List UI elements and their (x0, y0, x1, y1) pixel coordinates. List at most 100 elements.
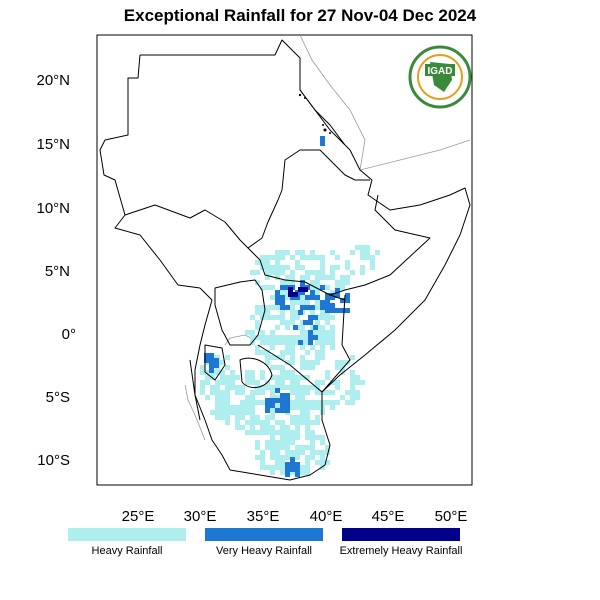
rain-cell (220, 380, 225, 385)
rain-cell (280, 460, 285, 465)
rain-cell (250, 405, 255, 410)
rain-cell (285, 445, 290, 450)
rain-cell (340, 285, 345, 290)
rain-cell (290, 375, 295, 380)
rain-cell (320, 260, 325, 265)
rain-cell (290, 255, 295, 260)
rain-cell (270, 465, 275, 470)
rain-cell (295, 300, 300, 305)
rain-cell (280, 340, 285, 345)
rain-cell (290, 315, 295, 320)
rain-cell (270, 340, 275, 345)
rain-cell (260, 420, 265, 425)
rain-cell (310, 345, 315, 350)
rain-cell (280, 385, 285, 390)
rain-cell (355, 395, 360, 400)
border-southsudan-kenya (247, 247, 346, 301)
rain-cell (275, 340, 280, 345)
rain-cell (270, 295, 275, 300)
rain-cell (255, 445, 260, 450)
rain-cell (308, 330, 313, 335)
rain-cell (230, 410, 235, 415)
rain-cell (345, 298, 350, 303)
rain-cell (295, 295, 300, 300)
rain-cell (300, 250, 305, 255)
rain-cell (295, 450, 300, 455)
rain-cell (260, 335, 265, 340)
rain-cell (350, 380, 355, 385)
rain-cell (260, 400, 265, 405)
rain-cell (215, 400, 220, 405)
rain-cell (320, 300, 325, 305)
rain-cell (350, 400, 355, 405)
rain-cell (200, 380, 205, 385)
rain-cell (270, 455, 275, 460)
rain-cell (335, 365, 340, 370)
rain-cell (220, 370, 225, 375)
rain-cell (225, 390, 230, 395)
rain-cell (320, 455, 325, 460)
rain-cell (295, 310, 300, 315)
rain-cell (295, 340, 300, 345)
rain-cell (245, 405, 250, 410)
rain-cell (345, 260, 350, 265)
rain-cell (285, 398, 290, 403)
rain-cell (325, 320, 330, 325)
rain-cell (270, 435, 275, 440)
rain-cell (285, 472, 290, 477)
rain-cell (335, 255, 340, 260)
rain-cell (215, 390, 220, 395)
rain-cell (260, 385, 265, 390)
rain-cell (325, 298, 330, 303)
rain-cell (310, 455, 315, 460)
rain-cell (275, 385, 280, 390)
rain-cell (298, 310, 303, 315)
rain-cell (305, 455, 310, 460)
rain-cell (315, 275, 320, 280)
rain-cell (255, 380, 260, 385)
rain-cell (295, 385, 300, 390)
rain-cell (265, 415, 270, 420)
lake-victoria (239, 357, 273, 389)
country-borders (99, 39, 471, 481)
rain-cell (275, 388, 280, 393)
rain-cell (260, 425, 265, 430)
rain-cell (265, 275, 270, 280)
rain-cell (300, 265, 305, 270)
rain-cell (315, 415, 320, 420)
rain-cell (360, 250, 365, 255)
rain-cell (340, 298, 345, 303)
rain-cell (315, 295, 320, 300)
rain-cell (320, 465, 325, 470)
rain-cell (240, 405, 245, 410)
rain-cell (335, 308, 340, 313)
map-title: Exceptional Rainfall for 27 Nov-04 Dec 2… (123, 6, 477, 25)
rain-cell (350, 385, 355, 390)
rain-cell (275, 445, 280, 450)
rain-cell (280, 403, 285, 408)
legend-label-heavy: Heavy Rainfall (91, 545, 163, 557)
rain-cell (275, 250, 280, 255)
rain-cell (310, 365, 315, 370)
rain-cell (280, 305, 285, 310)
rain-cell (215, 415, 220, 420)
rain-cell (308, 320, 313, 325)
rain-cell (300, 355, 305, 360)
rain-cell (209, 363, 214, 368)
rain-cell (250, 395, 255, 400)
rain-cell (355, 390, 360, 395)
rain-cell (275, 315, 280, 320)
lon-label: 45°E (371, 508, 405, 525)
rain-cell (305, 375, 310, 380)
rain-cell (270, 335, 275, 340)
rain-cell (250, 270, 255, 275)
rain-cell (285, 370, 290, 375)
rain-cell (210, 385, 215, 390)
rain-cell (305, 400, 310, 405)
rain-cell (255, 430, 260, 435)
rain-cell (303, 287, 308, 292)
rain-cell (350, 395, 355, 400)
rain-cell (265, 430, 270, 435)
rain-cell (285, 360, 290, 365)
rain-cell (235, 410, 240, 415)
